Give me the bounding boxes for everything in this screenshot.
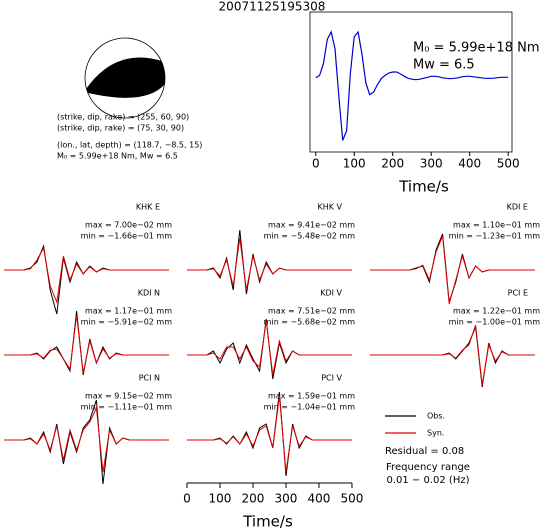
x-tick-label: 400 [308, 492, 331, 506]
x-tick-label: 100 [209, 492, 232, 506]
station-name: PCI E [508, 289, 528, 298]
station-name: KHK V [317, 203, 342, 212]
syn-trace [4, 246, 169, 304]
annotation: Mw = 6.5 [413, 58, 475, 73]
stf-line [315, 30, 509, 141]
legend-label: Syn. [427, 429, 444, 438]
syn-trace [4, 406, 169, 473]
min-label: min = −1.11e−01 mm [81, 403, 173, 412]
mechanism-text: (strike, dip, rake) = (255, 60, 90) [57, 113, 189, 122]
min-label: min = −5.68e−02 mm [264, 318, 356, 327]
max-label: max = 1.17e−01 mm [85, 307, 172, 316]
mechanism-text: (lon., lat, depth) = (118.7, −8.5, 15) [57, 141, 202, 150]
mechanism-text: (strike, dip, rake) = (75, 30, 90) [57, 124, 184, 133]
syn-trace [187, 395, 352, 473]
x-tick-label: 300 [420, 157, 443, 171]
x-tick-label: 0 [183, 492, 191, 506]
x-tick-label: 200 [381, 157, 404, 171]
obs-trace [370, 326, 535, 388]
station-name: PCI V [321, 374, 342, 383]
x-tick-label: 500 [497, 157, 520, 171]
x-tick-label: 300 [275, 492, 298, 506]
x-tick-label: 400 [458, 157, 481, 171]
min-label: min = −1.66e−01 mm [81, 232, 173, 241]
min-label: min = −5.91e−02 mm [81, 318, 173, 327]
obs-trace [4, 399, 169, 485]
station-name: KDI N [138, 289, 160, 298]
note: Frequency range [386, 462, 470, 473]
max-label: max = 7.51e−02 mm [268, 307, 355, 316]
plot-frame [309, 11, 513, 153]
obs-trace [4, 244, 169, 315]
x-axis-label: Time/s [398, 178, 449, 196]
syn-trace [4, 314, 169, 374]
station-name: KHK E [136, 203, 160, 212]
max-label: max = 9.15e−02 mm [85, 392, 172, 401]
max-label: max = 7.00e−02 mm [85, 221, 172, 230]
station-name: PCI N [139, 374, 160, 383]
station-name: KDI V [320, 289, 342, 298]
x-axis-label: Time/s [242, 513, 293, 530]
x-tick-label: 100 [343, 157, 366, 171]
x-tick-label: 500 [341, 492, 364, 506]
min-label: min = −1.04e−01 mm [264, 403, 356, 412]
title: 20071125195308 [219, 0, 326, 14]
x-tick-label: 0 [312, 157, 320, 171]
note: Residual = 0.08 [385, 446, 464, 457]
max-label: max = 1.10e−01 mm [453, 221, 540, 230]
annotation: M₀ = 5.99e+18 Nm [413, 41, 539, 56]
beachball [84, 37, 166, 119]
min-label: min = −5.48e−02 mm [264, 232, 356, 241]
syn-trace [187, 237, 352, 291]
legend-label: Obs. [427, 412, 445, 421]
syn-trace [370, 324, 535, 386]
x-tick-label: 200 [242, 492, 265, 506]
syn-trace [370, 235, 535, 305]
syn-trace [187, 320, 352, 376]
station-name: KDI E [507, 203, 528, 212]
min-label: min = −1.00e−01 mm [449, 318, 541, 327]
min-label: min = −1.23e−01 mm [449, 232, 541, 241]
max-label: max = 1.59e−01 mm [268, 392, 355, 401]
note: 0.01 − 0.02 (Hz) [386, 475, 469, 486]
max-label: max = 9.41e−02 mm [268, 221, 355, 230]
mechanism-text: M₀ = 5.99e+18 Nm, Mw = 6.5 [57, 152, 178, 161]
max-label: max = 1.22e−01 mm [453, 307, 540, 316]
